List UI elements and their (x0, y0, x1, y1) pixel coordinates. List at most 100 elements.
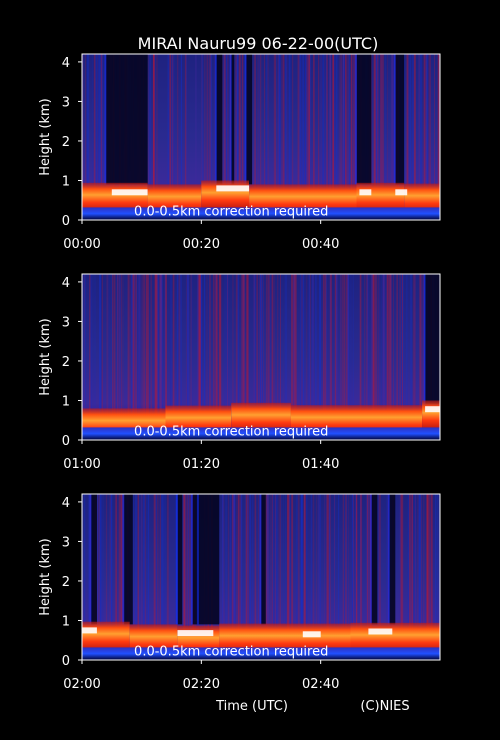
texture-streak (240, 494, 242, 660)
texture-streak (121, 494, 122, 660)
texture-streak (160, 494, 163, 660)
texture-streak (179, 274, 181, 440)
no-signal-gap (395, 54, 405, 185)
texture-streak (353, 494, 354, 660)
texture-streak (180, 274, 182, 440)
texture-streak (221, 494, 224, 660)
texture-streak (264, 54, 265, 220)
texture-streak (324, 54, 325, 220)
texture-streak (171, 54, 173, 220)
texture-streak (120, 274, 123, 440)
gap-edge (89, 494, 92, 625)
texture-streak (307, 54, 309, 220)
texture-streak (304, 494, 305, 660)
saturated-signal (302, 631, 321, 638)
texture-streak (338, 494, 340, 660)
texture-streak (164, 274, 166, 440)
texture-streak (402, 274, 404, 440)
y-axis-label: Height (km) (38, 98, 53, 175)
texture-streak (350, 54, 352, 220)
texture-streak (82, 274, 84, 440)
texture-streak (223, 54, 226, 220)
texture-streak (309, 54, 311, 220)
texture-streak (254, 494, 257, 660)
texture-streak (367, 494, 369, 660)
texture-streak (329, 54, 332, 220)
texture-streak (308, 54, 310, 220)
texture-streak (201, 54, 204, 220)
texture-streak (399, 494, 401, 660)
texture-streak (378, 274, 380, 440)
texture-streak (109, 494, 111, 660)
texture-streak (438, 54, 441, 220)
no-signal-gap (91, 494, 97, 625)
texture-streak (276, 494, 278, 660)
texture-streak (169, 54, 172, 220)
texture-streak (184, 54, 187, 220)
texture-streak (154, 54, 156, 220)
texture-streak (222, 494, 225, 660)
texture-streak (246, 274, 247, 440)
correction-annotation: 0.0-0.5km correction required (134, 424, 328, 439)
texture-streak (226, 274, 229, 440)
texture-streak (142, 274, 144, 440)
texture-streak (253, 274, 255, 440)
texture-streak (371, 274, 373, 440)
texture-streak (133, 274, 135, 440)
texture-streak (100, 54, 103, 220)
texture-streak (423, 54, 426, 220)
texture-streak (407, 494, 409, 660)
gap-edge (176, 494, 178, 625)
texture-streak (136, 274, 138, 440)
texture-streak (232, 494, 235, 660)
correction-annotation: 0.0-0.5km correction required (134, 204, 328, 219)
texture-streak (379, 494, 381, 660)
texture-streak (173, 54, 175, 220)
texture-streak (406, 54, 409, 220)
texture-streak (187, 274, 189, 440)
gap-edge (369, 494, 372, 625)
texture-streak (154, 274, 156, 440)
texture-streak (306, 54, 308, 220)
texture-streak (235, 54, 238, 220)
texture-streak (210, 54, 212, 220)
texture-streak (146, 494, 147, 660)
texture-streak (195, 54, 197, 220)
texture-streak (316, 494, 317, 660)
texture-streak (383, 274, 385, 440)
texture-streak (281, 274, 283, 440)
texture-streak (274, 54, 277, 220)
texture-streak (419, 274, 422, 440)
texture-streak (360, 494, 362, 660)
texture-streak (278, 494, 280, 660)
texture-streak (187, 494, 189, 660)
texture-streak (156, 274, 157, 440)
texture-streak (336, 274, 337, 440)
texture-streak (419, 274, 421, 440)
texture-streak (319, 494, 321, 660)
texture-streak (133, 274, 135, 440)
texture-streak (305, 54, 306, 220)
texture-streak (210, 54, 212, 220)
texture-streak (345, 54, 347, 220)
texture-streak (359, 274, 362, 440)
texture-streak (249, 494, 251, 660)
texture-streak (367, 274, 368, 440)
texture-streak (324, 494, 326, 660)
texture-streak (260, 54, 262, 220)
texture-streak (224, 274, 226, 440)
texture-streak (352, 54, 354, 220)
texture-streak (182, 494, 184, 660)
texture-streak (381, 54, 383, 220)
texture-streak (351, 494, 354, 660)
texture-streak (343, 54, 345, 220)
texture-streak (266, 274, 268, 440)
y-tick-label: 2 (62, 575, 70, 590)
texture-streak (296, 494, 298, 660)
texture-streak (312, 494, 315, 660)
texture-streak (99, 494, 101, 660)
texture-streak (232, 494, 235, 660)
texture-streak (415, 494, 416, 660)
texture-streak (187, 274, 189, 440)
texture-streak (127, 274, 130, 440)
